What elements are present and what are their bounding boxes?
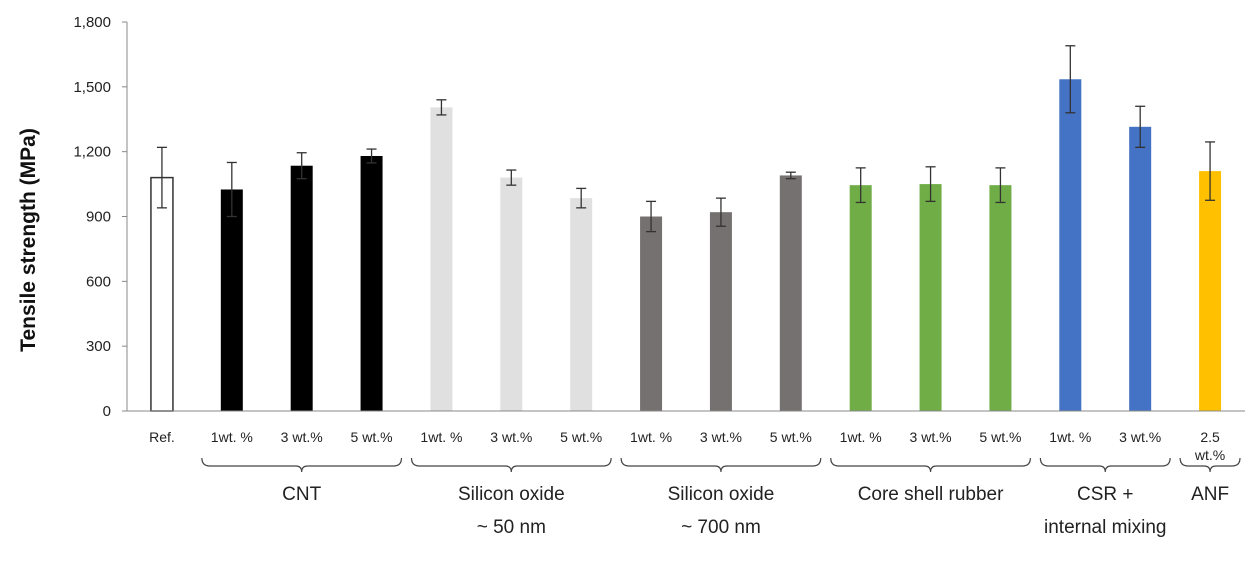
error-bar	[855, 167, 866, 204]
bar	[779, 175, 802, 411]
bar	[220, 189, 243, 411]
error-bar	[366, 148, 377, 164]
bar	[989, 185, 1012, 411]
x-tick-label-line: 1wt. %	[211, 429, 253, 445]
x-tick-label-line: 3 wt.%	[910, 429, 952, 445]
error-bar	[1205, 141, 1216, 201]
group-label-line: CNT	[282, 484, 321, 505]
error-bar	[156, 146, 167, 209]
x-tick-label-line: 1wt. %	[630, 429, 672, 445]
error-bar	[715, 197, 726, 227]
group-label-line: ~ 50 nm	[477, 517, 546, 538]
group-label-line: ~ 700 nm	[681, 517, 761, 538]
x-axis: Ref. 1wt. % 3 wt.% 5 wt.% 1wt. % 3 wt.% 5 wt.%…	[127, 410, 1245, 463]
x-tick-label: 3 wt.%	[490, 429, 532, 445]
y-tick-label: 900	[86, 209, 111, 226]
x-tick-label-line: 2.5	[1200, 429, 1220, 445]
x-tick-label: 1wt. %	[1049, 429, 1091, 445]
x-tick-label-line: 3 wt.%	[490, 429, 532, 445]
group-bracket	[830, 457, 1031, 473]
y-tick-label: 1,800	[73, 14, 111, 31]
y-tick-label: 1,200	[73, 144, 111, 161]
bar	[430, 107, 453, 411]
y-tick-label: 1,500	[73, 79, 111, 96]
bar	[640, 216, 663, 411]
group-bracket	[1039, 457, 1171, 473]
x-tick-label: 5 wt.%	[979, 429, 1021, 445]
bar	[1129, 126, 1152, 411]
group-label-line: Silicon oxide	[668, 484, 775, 505]
x-tick-label: 1wt. %	[420, 429, 462, 445]
group-label-line: Silicon oxide	[458, 484, 565, 505]
x-tick-label-line: 5 wt.%	[351, 429, 393, 445]
bar	[849, 185, 872, 411]
group-bracket	[620, 457, 822, 473]
y-tick-label: 300	[86, 338, 111, 355]
bar	[570, 198, 593, 411]
x-tick-label-line: Ref.	[149, 429, 175, 445]
group-label: CSR + internal mixing	[1044, 484, 1167, 538]
bar	[1199, 171, 1222, 411]
error-bar	[1065, 45, 1076, 114]
x-tick-label-line: 3 wt.%	[1119, 429, 1161, 445]
x-tick-label-line: 1wt. %	[1049, 429, 1091, 445]
x-tick-label: 3 wt.%	[910, 429, 952, 445]
error-bar	[925, 166, 936, 203]
x-tick-label: 5 wt.%	[351, 429, 393, 445]
bar	[709, 212, 732, 411]
group-label: Silicon oxide ~ 50 nm	[458, 484, 565, 538]
group-bracket	[1179, 457, 1241, 473]
group-label-line: CSR +	[1077, 484, 1134, 505]
error-bar	[296, 152, 307, 180]
bar	[290, 165, 313, 411]
x-tick-label-line: 5 wt.%	[770, 429, 812, 445]
bar	[360, 155, 383, 411]
x-tick-label-line: 3 wt.%	[281, 429, 323, 445]
bar	[500, 177, 523, 411]
y-axis-label: Tensile strength (MPa)	[17, 128, 40, 352]
x-tick-label-line: 5 wt.%	[560, 429, 602, 445]
y-tick-label: 600	[86, 273, 111, 290]
bar	[919, 184, 942, 411]
bars	[150, 45, 1222, 412]
group-label-line: internal mixing	[1044, 517, 1167, 538]
x-tick-label-line: wt.%	[1194, 447, 1225, 463]
group-label: Core shell rubber	[858, 484, 1004, 505]
x-tick-label: 3 wt.%	[1119, 429, 1161, 445]
error-bar	[436, 99, 447, 116]
x-tick-label: 3 wt.%	[700, 429, 742, 445]
group-bracket	[410, 457, 612, 473]
error-bar	[1135, 105, 1146, 148]
group-brackets: CNT Silicon oxide ~ 50 nm Silicon oxide ~ 70…	[201, 457, 1241, 538]
x-tick-label: 1wt. %	[211, 429, 253, 445]
group-label: Silicon oxide ~ 700 nm	[668, 484, 775, 538]
x-tick-label: Ref.	[149, 429, 175, 445]
x-tick-label: 5 wt.%	[770, 429, 812, 445]
x-tick-label: 2.5 wt.%	[1194, 429, 1225, 463]
bar	[1059, 79, 1082, 412]
error-bar	[576, 187, 587, 209]
error-bar	[226, 161, 237, 218]
x-tick-label-line: 1wt. %	[840, 429, 882, 445]
x-tick-label: 1wt. %	[630, 429, 672, 445]
bar	[150, 176, 174, 412]
x-tick-label: 1wt. %	[840, 429, 882, 445]
error-bar	[506, 169, 517, 186]
group-bracket	[201, 457, 403, 473]
error-bar	[646, 200, 657, 233]
x-tick-label: 5 wt.%	[560, 429, 602, 445]
y-tick-label: 0	[103, 403, 111, 420]
x-tick-label-line: 5 wt.%	[979, 429, 1021, 445]
error-bar	[995, 167, 1006, 204]
error-bar	[785, 171, 796, 180]
group-label-line: ANF	[1191, 484, 1229, 505]
x-tick-label-line: 3 wt.%	[700, 429, 742, 445]
x-tick-label-line: 1wt. %	[420, 429, 462, 445]
group-label-line: Core shell rubber	[858, 484, 1004, 505]
group-label: ANF	[1191, 484, 1229, 505]
group-label: CNT	[282, 484, 321, 505]
x-tick-label: 3 wt.%	[281, 429, 323, 445]
y-axis: 0 300 600 900 1,200 1,500 1,800	[73, 14, 128, 420]
